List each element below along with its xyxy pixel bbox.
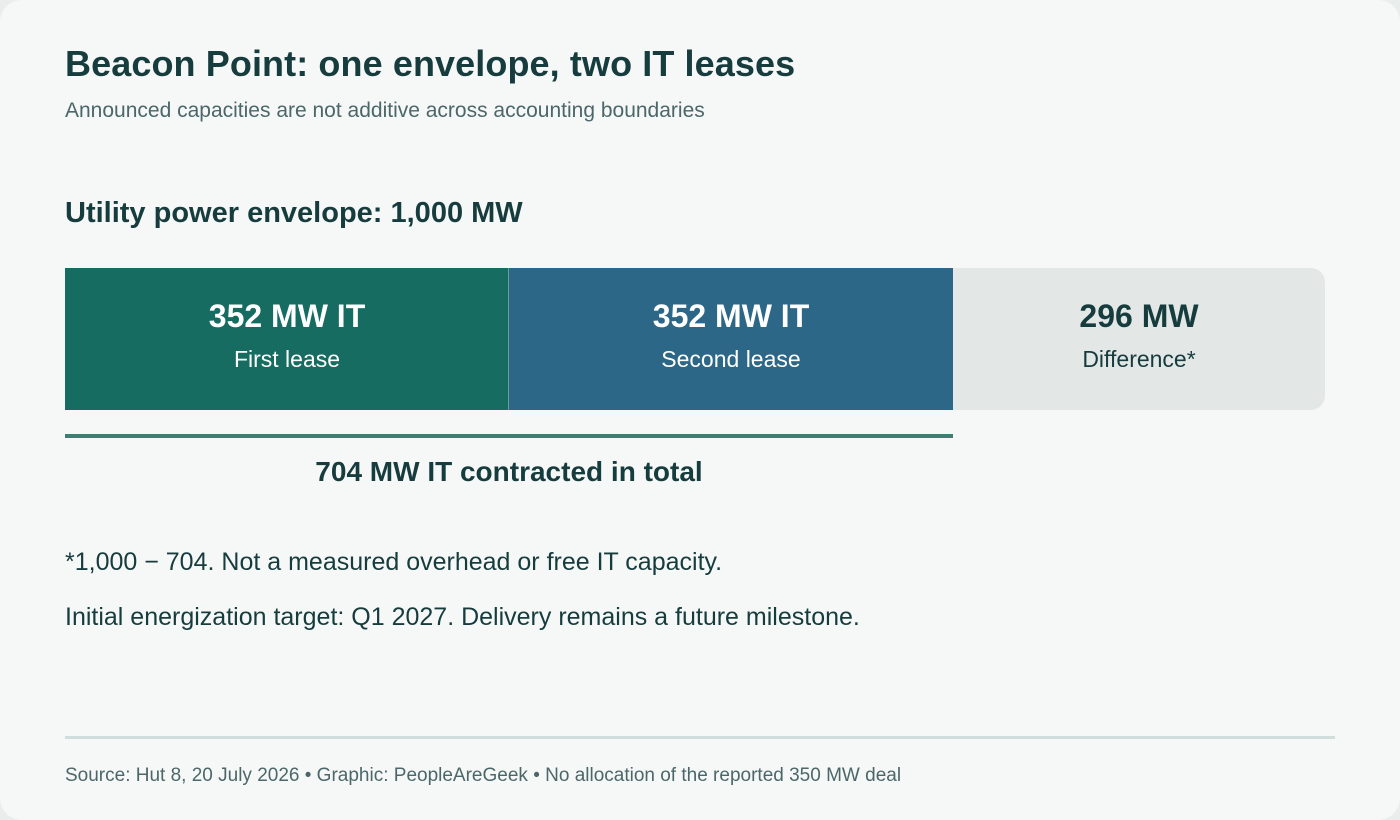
lease-divider xyxy=(508,268,509,410)
chart-title: Beacon Point: one envelope, two IT lease… xyxy=(65,43,796,84)
second-lease-segment-label: Second lease xyxy=(661,346,801,372)
first-lease-segment-label: First lease xyxy=(233,346,341,372)
capacity-stacked-bar: 352 MW IT First lease 352 MW IT Second leas… xyxy=(65,268,1325,410)
envelope-label: Utility power envelope: 1,000 MW xyxy=(65,197,523,229)
source-credit: Source: Hut 8, 20 July 2026 • Graphic: P… xyxy=(65,765,902,786)
first-lease-segment-value: 352 MW IT xyxy=(208,298,366,334)
second-lease-segment: 352 MW IT Second lease xyxy=(509,268,953,410)
footnote-difference: *1,000 − 704. Not a measured overhead or… xyxy=(65,548,723,576)
difference-segment-label: Difference* xyxy=(1082,346,1196,372)
first-lease-segment: 352 MW IT First lease xyxy=(65,268,509,410)
contracted-total-bracket xyxy=(65,434,953,438)
second-lease-segment-value: 352 MW IT xyxy=(652,298,810,334)
footer-divider xyxy=(65,736,1335,739)
contracted-total-label: 704 MW IT contracted in total xyxy=(315,456,703,487)
chart-subtitle: Announced capacities are not additive ac… xyxy=(65,99,705,122)
difference-segment: 296 MW Difference* xyxy=(953,268,1325,410)
difference-segment-value: 296 MW xyxy=(1079,298,1199,334)
footnote-energization: Initial energization target: Q1 2027. De… xyxy=(65,603,860,631)
